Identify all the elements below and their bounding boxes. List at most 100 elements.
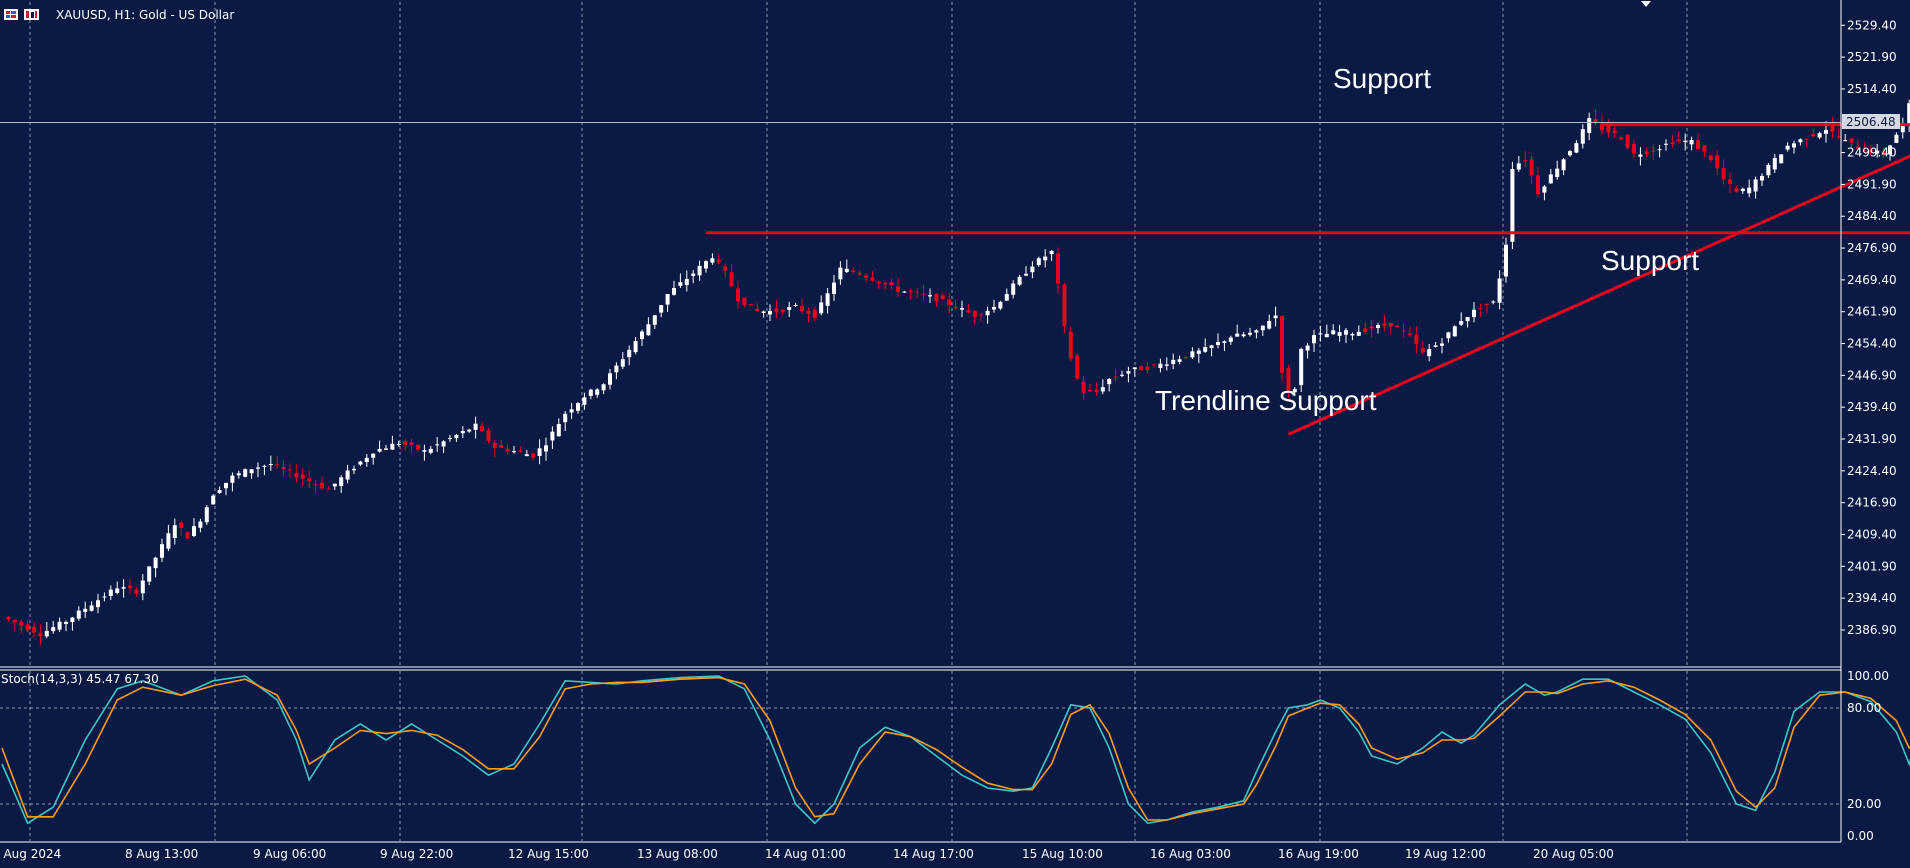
candle-bear: [883, 282, 888, 285]
candle-bull: [473, 423, 478, 430]
candle-bull: [1036, 258, 1041, 266]
candle-bull: [620, 359, 625, 367]
candle-bear: [1286, 368, 1291, 391]
shift-marker-icon[interactable]: [1641, 1, 1651, 7]
candle-bear: [921, 293, 926, 295]
candle-bear: [403, 441, 408, 445]
candle-bear: [870, 277, 875, 281]
candle-bull: [678, 282, 683, 286]
candle-bull: [1740, 188, 1745, 192]
candle-bull: [1228, 337, 1233, 342]
stoch-tick-label: 80.00: [1847, 701, 1881, 715]
candle-bear: [953, 306, 958, 309]
price-axis[interactable]: 2529.40 2521.90 2514.40 2499.40 2491.90 2484.…: [1841, 18, 1897, 637]
candle-bull: [57, 621, 62, 630]
candle-bull: [1894, 134, 1899, 143]
candle-bear: [320, 482, 324, 489]
candle-bull: [710, 258, 715, 263]
candle-bear: [1702, 145, 1707, 152]
candle-bear: [1734, 188, 1739, 192]
candle-bull: [697, 265, 702, 276]
time-tick-label: 19 Aug 12:00: [1405, 847, 1486, 861]
candle-bear: [505, 448, 510, 452]
chart-grid-icon[interactable]: [4, 9, 18, 20]
candle-bull: [422, 450, 427, 452]
candle-bull: [1580, 129, 1585, 144]
candle-bull: [390, 443, 395, 450]
candle-bull: [595, 389, 600, 395]
candle-bear: [1651, 150, 1656, 152]
time-tick-label: 8 Aug 13:00: [125, 847, 198, 861]
candle-bull: [659, 305, 664, 313]
candle-bear: [1484, 303, 1489, 306]
candle-bull: [1824, 129, 1828, 134]
candle-bear: [1856, 146, 1860, 149]
candle-bull: [1030, 266, 1035, 273]
candle-bear: [1075, 355, 1080, 379]
candle-bull: [563, 413, 568, 423]
candle-bull: [1638, 154, 1643, 157]
candle-bull: [1843, 140, 1848, 142]
candle-bull: [1324, 333, 1329, 338]
candle-bear: [972, 311, 977, 318]
candle-bear: [486, 430, 491, 441]
candle-bull: [582, 397, 587, 405]
price-tick-label: 2446.90: [1847, 368, 1897, 382]
candle-bull: [1222, 341, 1227, 343]
price-tick-label: 2401.90: [1847, 559, 1897, 573]
candle-bear: [1414, 334, 1419, 345]
candles-icon[interactable]: [24, 9, 39, 20]
candle-bull: [665, 294, 670, 305]
candle-bear: [326, 488, 331, 490]
candle-bear: [1081, 381, 1086, 393]
candle-bull: [1446, 332, 1451, 339]
candle-bear: [1536, 175, 1540, 195]
candle-bull: [1683, 140, 1688, 142]
candle-bull: [256, 467, 260, 469]
candle-bear: [736, 288, 740, 302]
candle-bull: [1299, 348, 1304, 386]
candle-bull: [704, 261, 708, 269]
candle-bear: [889, 282, 894, 285]
candle-bull: [1318, 333, 1323, 335]
candle-bear: [416, 445, 420, 450]
time-tick-label: 14 Aug 17:00: [893, 847, 974, 861]
candle-bull: [1465, 317, 1470, 322]
candle-bear: [1715, 155, 1720, 169]
candle-bear: [1676, 139, 1681, 142]
candle-bear: [1280, 316, 1284, 373]
candle-bear: [908, 290, 913, 293]
candle-bull: [1344, 330, 1348, 335]
candle-bear: [940, 295, 945, 299]
price-tick-label: 2424.40: [1847, 464, 1897, 478]
candle-bull: [1248, 332, 1252, 335]
candle-bull: [1510, 168, 1515, 242]
candle-bull: [640, 331, 644, 340]
candle-bull: [51, 627, 56, 632]
candle-bear: [288, 469, 292, 471]
candle-bear: [1056, 253, 1060, 284]
candle-bull: [339, 477, 344, 486]
candle-bull: [89, 605, 94, 611]
candle-bull: [352, 468, 356, 471]
candle-bear: [947, 299, 952, 306]
candle-bull: [44, 630, 49, 637]
candle-bull: [1753, 179, 1758, 192]
candle-bull: [1004, 294, 1009, 301]
candle-bull: [121, 587, 126, 589]
time-axis[interactable]: 7 Aug 2024 8 Aug 13:00 9 Aug 06:00 9 Aug 22…: [0, 847, 1614, 861]
candle-bull: [838, 267, 843, 280]
candle-bull: [1798, 139, 1803, 143]
candle-bull: [160, 544, 164, 558]
candle-bull: [832, 282, 836, 294]
candle-bull: [1760, 175, 1764, 181]
candle-bear: [774, 308, 779, 313]
candle-bear: [1696, 139, 1700, 149]
candle-bull: [1568, 151, 1572, 156]
stoch-tick-label: 0.00: [1847, 829, 1874, 843]
price-tick-label: 2521.90: [1847, 50, 1897, 64]
candle-bull: [1254, 330, 1259, 333]
candle-bear: [480, 426, 484, 432]
candle-bear: [812, 309, 817, 319]
